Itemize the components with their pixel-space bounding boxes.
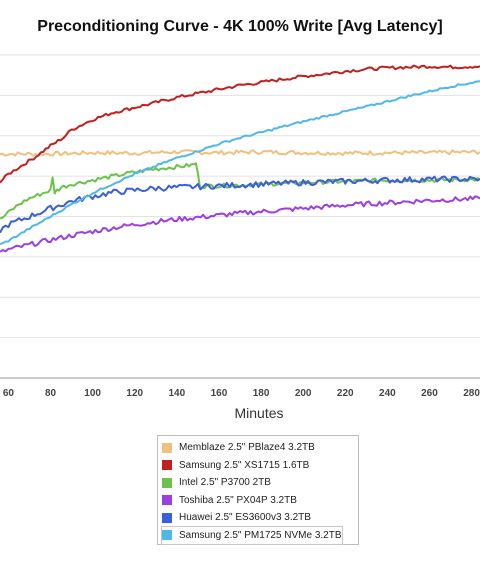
x-tick-label: 100	[84, 388, 101, 399]
x-tick-label: 120	[126, 388, 143, 399]
legend-label: Intel 2.5" P3700 2TB	[179, 477, 271, 488]
legend-swatch	[162, 477, 172, 488]
legend-label: Toshiba 2.5" PX04P 3.2TB	[179, 494, 297, 506]
legend-swatch	[162, 530, 172, 540]
legend-swatch	[162, 460, 172, 470]
x-tick-label: 260	[421, 388, 438, 399]
legend-label: Huawei 2.5" ES3600v3 3.2TB	[179, 512, 311, 523]
x-tick-label: 80	[45, 388, 57, 399]
legend-swatch	[162, 512, 172, 523]
series-lines	[0, 64, 480, 253]
legend-item[interactable]: Samsung 2.5" XS1715 1.6TB	[162, 457, 309, 474]
legend-label: Samsung 2.5" XS1715 1.6TB	[179, 459, 310, 471]
series-line	[0, 195, 480, 253]
x-tick-label: 60	[3, 388, 15, 399]
x-tick-label: 180	[253, 388, 270, 399]
x-tick-label: 240	[379, 388, 396, 399]
legend-label: Samsung 2.5" PM1725 NVMe 3.2TB	[179, 529, 342, 541]
series-line	[0, 80, 480, 246]
series-line	[0, 149, 480, 157]
x-tick-label: 220	[337, 388, 354, 399]
x-tick-label: 200	[295, 388, 312, 399]
series-line	[0, 175, 480, 234]
x-tick-label: 280	[463, 388, 480, 399]
legend-swatch	[162, 442, 172, 453]
x-tick-label: 140	[168, 388, 185, 399]
legend-item[interactable]: Intel 2.5" P3700 2TB	[162, 474, 271, 491]
x-axis-label: Minutes	[234, 405, 283, 421]
legend-item[interactable]: Memblaze 2.5" PBlaze4 3.2TB	[162, 439, 315, 456]
series-line	[0, 64, 480, 184]
legend-swatch	[162, 495, 172, 505]
legend-item[interactable]: Huawei 2.5" ES3600v3 3.2TB	[162, 509, 311, 526]
x-tick-labels: 60 80 100 120 140 160 180 200 220 240 260 280	[3, 388, 480, 399]
chart-title: Preconditioning Curve - 4K 100% Write [A…	[37, 18, 443, 35]
gridlines	[0, 54, 480, 379]
line-chart: 60 80 100 120 140 160 180 200 220 240 260 280 Minut…	[0, 54, 480, 421]
x-tick-label: 160	[211, 388, 228, 399]
legend-item[interactable]: Toshiba 2.5" PX04P 3.2TB	[162, 492, 297, 509]
legend-item[interactable]: Samsung 2.5" PM1725 NVMe 3.2TB	[161, 525, 343, 545]
legend-label: Memblaze 2.5" PBlaze4 3.2TB	[179, 442, 315, 453]
legend: Memblaze 2.5" PBlaze4 3.2TB Samsung 2.5" …	[157, 435, 359, 545]
